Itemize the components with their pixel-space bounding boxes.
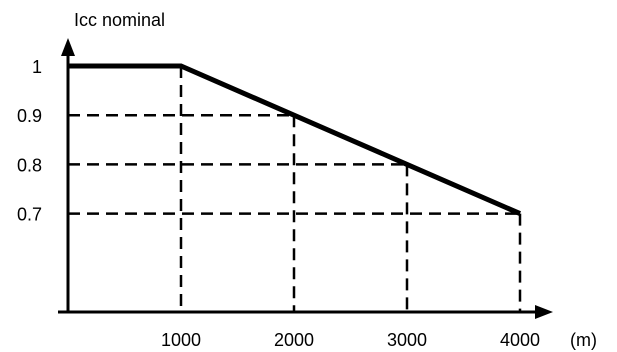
y-tick-label-0.9: 0.9 [17,106,42,126]
series-line [68,63,521,216]
y-tick-label-0.7: 0.7 [17,205,42,225]
tick-labels: 1000 2000 3000 4000 1 0.9 0.8 0.7 [17,57,540,350]
axes [58,38,553,319]
y-axis-label: Icc nominal [74,10,165,30]
x-tick-label-4000: 4000 [500,330,540,350]
x-tick-label-3000: 3000 [387,330,427,350]
y-tick-label-1: 1 [32,57,42,77]
x-tick-label-2000: 2000 [274,330,314,350]
x-axis-label: (m) [570,330,597,350]
x-axis-arrow [535,305,553,319]
y-axis-arrow [61,38,75,56]
x-tick-label-1000: 1000 [161,330,201,350]
y-tick-label-0.8: 0.8 [17,155,42,175]
guide-lines [68,66,522,312]
